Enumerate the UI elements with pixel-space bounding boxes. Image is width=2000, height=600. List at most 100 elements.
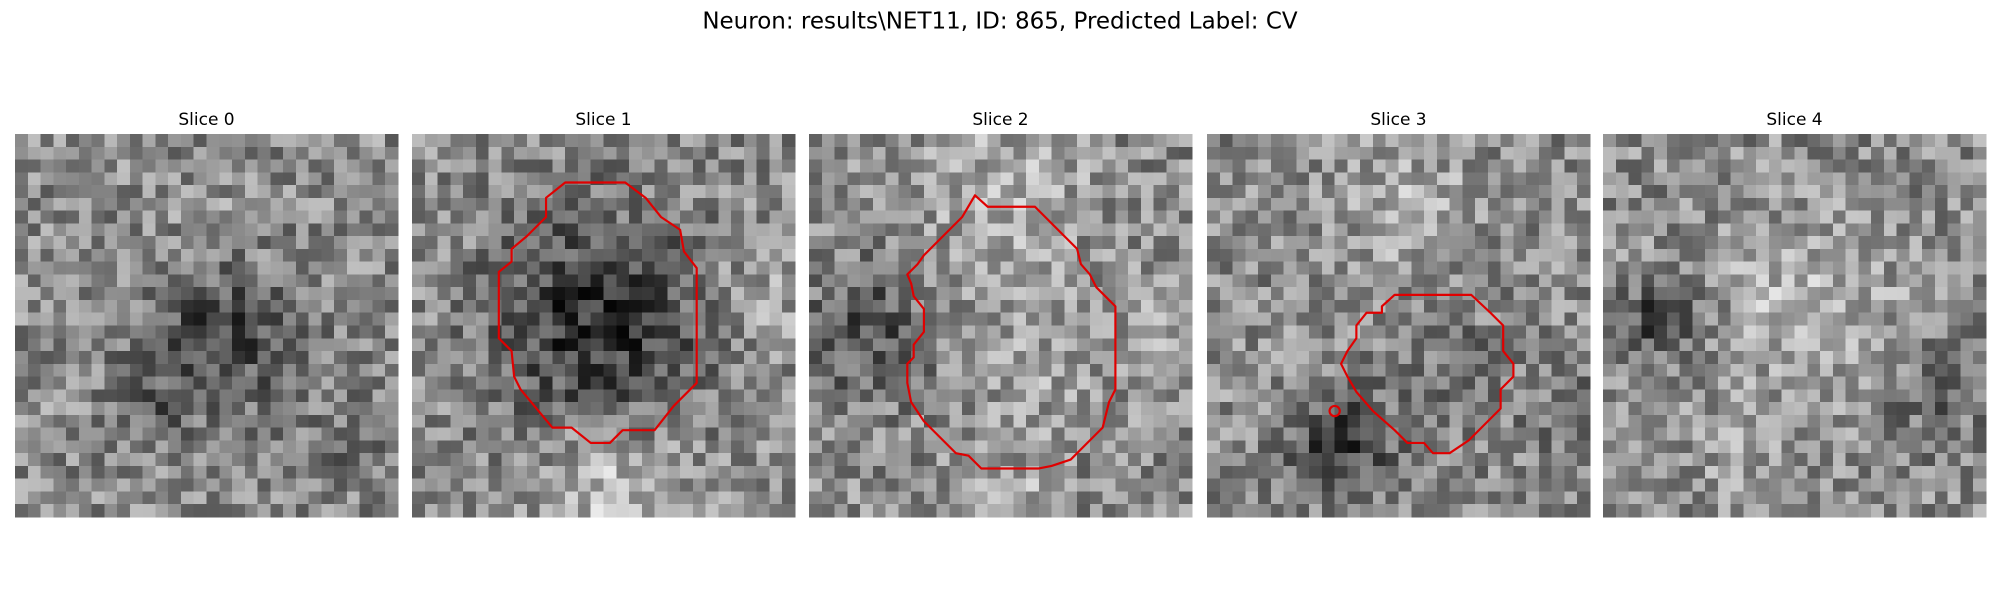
pixel bbox=[1820, 197, 1834, 211]
pixel bbox=[654, 134, 668, 148]
pixel bbox=[308, 287, 322, 301]
pixel bbox=[1000, 440, 1014, 454]
pixel bbox=[1258, 134, 1272, 148]
pixel bbox=[1858, 159, 1872, 173]
pixel bbox=[667, 465, 681, 480]
pixel bbox=[692, 197, 707, 211]
pixel bbox=[1615, 478, 1629, 492]
pixel bbox=[705, 440, 719, 454]
pixel bbox=[1219, 274, 1233, 288]
pixel bbox=[1360, 223, 1374, 237]
pixel bbox=[1858, 389, 1872, 403]
pixel bbox=[769, 376, 783, 390]
pixel bbox=[1871, 236, 1885, 250]
pixel bbox=[334, 363, 348, 377]
pixel bbox=[1845, 159, 1859, 173]
pixel bbox=[885, 287, 899, 301]
pixel bbox=[117, 223, 131, 237]
pixel bbox=[66, 134, 80, 148]
pixel bbox=[1832, 491, 1846, 505]
pixel bbox=[1896, 427, 1910, 441]
pixel bbox=[962, 261, 976, 275]
pixel bbox=[1641, 491, 1655, 505]
pixel bbox=[1577, 172, 1591, 186]
pixel bbox=[526, 402, 541, 416]
pixel bbox=[705, 312, 719, 326]
pixel bbox=[1781, 172, 1795, 186]
pixel bbox=[1013, 338, 1027, 352]
pixel bbox=[193, 248, 207, 263]
pixel bbox=[27, 274, 41, 288]
pixel bbox=[680, 414, 694, 429]
pixel bbox=[142, 376, 156, 390]
pixel bbox=[1858, 465, 1872, 480]
pixel bbox=[1705, 351, 1719, 365]
pixel bbox=[15, 325, 29, 339]
pixel bbox=[1385, 248, 1399, 263]
pixel bbox=[1705, 504, 1719, 518]
pixel bbox=[501, 197, 515, 211]
pixel bbox=[450, 376, 464, 390]
pixel bbox=[168, 210, 182, 224]
pixel bbox=[1526, 389, 1540, 403]
pixel bbox=[53, 453, 67, 467]
pixel bbox=[1038, 146, 1052, 160]
pixel bbox=[1283, 159, 1297, 173]
pixel bbox=[1153, 312, 1167, 326]
pixel bbox=[1258, 287, 1272, 301]
pixel bbox=[898, 491, 912, 505]
pixel bbox=[308, 312, 322, 326]
pixel bbox=[1947, 134, 1961, 148]
pixel bbox=[244, 427, 258, 441]
pixel bbox=[1487, 440, 1502, 454]
pixel bbox=[1654, 389, 1668, 403]
pixel bbox=[1513, 478, 1527, 492]
pixel bbox=[15, 299, 29, 314]
pixel bbox=[1360, 389, 1374, 403]
pixel bbox=[1475, 389, 1489, 403]
pixel bbox=[949, 325, 963, 339]
pixel bbox=[539, 159, 553, 173]
pixel bbox=[1013, 299, 1027, 314]
pixel bbox=[1372, 504, 1387, 518]
pixel bbox=[15, 427, 29, 441]
pixel bbox=[1934, 453, 1949, 467]
pixel bbox=[860, 299, 874, 314]
pixel bbox=[1603, 376, 1617, 390]
pixel bbox=[756, 389, 770, 403]
pixel bbox=[1934, 491, 1949, 505]
pixel bbox=[552, 261, 566, 275]
pixel bbox=[501, 185, 515, 199]
pixel bbox=[117, 491, 131, 505]
pixel bbox=[1730, 312, 1744, 326]
pixel bbox=[40, 223, 54, 237]
pixel bbox=[1207, 248, 1221, 263]
pixel bbox=[1538, 134, 1553, 148]
pixel bbox=[1756, 363, 1770, 377]
pixel bbox=[860, 414, 874, 429]
pixel bbox=[641, 274, 655, 288]
pixel bbox=[501, 274, 515, 288]
pixel bbox=[104, 338, 118, 352]
pixel bbox=[923, 440, 938, 454]
pixel bbox=[1283, 185, 1297, 199]
pixel bbox=[1449, 338, 1463, 352]
pixel bbox=[334, 504, 348, 518]
pixel bbox=[1000, 402, 1014, 416]
pixel bbox=[501, 236, 515, 250]
pixel bbox=[641, 376, 655, 390]
pixel bbox=[1705, 465, 1719, 480]
pixel bbox=[539, 261, 553, 275]
pixel bbox=[1500, 363, 1514, 377]
pixel bbox=[1128, 402, 1142, 416]
pixel bbox=[1283, 261, 1297, 275]
pixel bbox=[66, 491, 80, 505]
pixel bbox=[1845, 236, 1859, 250]
pixel bbox=[1321, 478, 1336, 492]
pixel bbox=[1858, 491, 1872, 505]
pixel bbox=[334, 197, 348, 211]
pixel bbox=[193, 338, 207, 352]
pixel bbox=[232, 363, 246, 377]
pixel bbox=[142, 402, 156, 416]
pixel bbox=[1089, 223, 1104, 237]
